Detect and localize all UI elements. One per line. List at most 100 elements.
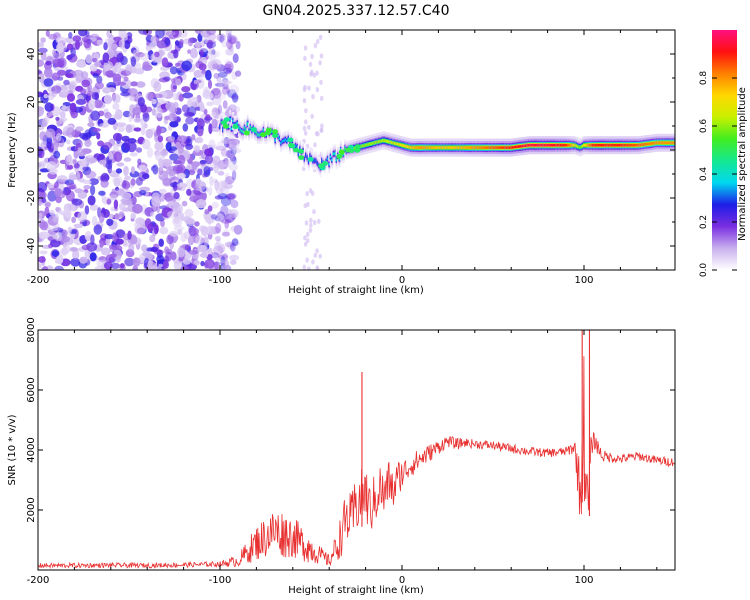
ridge-cell	[230, 127, 233, 131]
ridge-cell	[551, 143, 553, 147]
noise-blob	[215, 213, 225, 222]
noise-blob	[135, 147, 143, 153]
noise-blob	[43, 93, 48, 99]
noise-blob	[115, 122, 127, 127]
ridge-cell	[428, 146, 431, 149]
ridge-cell	[366, 143, 368, 147]
ridge-cell	[555, 143, 558, 147]
noise-blob	[120, 91, 130, 97]
noise-blob	[200, 260, 205, 267]
ridge-cell	[647, 142, 649, 146]
noise-blob	[199, 190, 207, 202]
noise-blob	[181, 200, 188, 207]
noise-blob	[194, 235, 205, 245]
noise-blob	[42, 265, 48, 270]
noise-blob	[154, 141, 164, 151]
noise-blob	[149, 234, 156, 243]
ridge-cell	[487, 146, 489, 149]
noise-blob	[224, 183, 233, 189]
noise-blob	[204, 148, 213, 157]
noise-blob	[138, 171, 147, 182]
ridge-cell	[326, 157, 329, 161]
noise-blob	[313, 252, 318, 258]
noise-blob	[213, 50, 221, 58]
noise-blob	[167, 136, 176, 142]
ridge-cell	[590, 143, 593, 147]
ridge-cell	[546, 143, 549, 147]
noise-blob	[223, 157, 229, 165]
noise-blob	[158, 158, 164, 168]
ridge-cell	[558, 143, 561, 147]
y-tick-label: 8000	[26, 317, 37, 342]
ridge-cell	[673, 141, 675, 145]
colorbar-label: Normalized spectral amplitude	[737, 87, 748, 241]
ridge-cell	[479, 146, 482, 149]
ridge-cell	[389, 140, 392, 144]
noise-blob	[84, 205, 90, 215]
noise-blob	[319, 95, 324, 101]
noise-blob	[65, 155, 73, 166]
noise-blob	[106, 198, 112, 205]
noise-blob	[184, 244, 191, 251]
noise-blob	[302, 86, 307, 92]
ridge-cell	[374, 141, 377, 144]
ridge-cell	[386, 140, 389, 143]
noise-blob	[206, 30, 216, 36]
noise-blob	[44, 206, 50, 217]
noise-blob	[59, 159, 67, 164]
ridge-cell	[588, 143, 591, 147]
noise-blob	[70, 232, 75, 239]
noise-blob	[127, 230, 132, 240]
noise-blob	[230, 225, 238, 232]
noise-blob	[214, 242, 220, 251]
noise-blob	[312, 219, 317, 226]
noise-blob	[150, 246, 159, 253]
ridge-cell	[620, 143, 623, 147]
noise-blob	[188, 96, 199, 103]
ridge-cell	[457, 146, 460, 149]
noise-blob	[177, 172, 186, 179]
ridge-cell	[305, 153, 307, 157]
ridge-spot	[318, 163, 325, 169]
colorbar-tick-label: 0.0	[699, 263, 709, 278]
ridge-cell	[332, 152, 335, 156]
noise-blob	[194, 145, 201, 153]
noise-blob	[223, 228, 230, 236]
noise-blob	[214, 179, 220, 191]
ridge-cell	[440, 146, 443, 149]
noise-blob	[101, 247, 111, 256]
noise-blob	[38, 212, 43, 219]
noise-blob	[211, 144, 217, 149]
ridge-cell	[303, 157, 306, 161]
ridge-cell	[296, 145, 299, 149]
noise-blob	[310, 190, 315, 196]
noise-blob	[142, 251, 151, 257]
noise-blob	[179, 182, 184, 187]
ridge-cell	[604, 143, 607, 147]
noise-blob	[318, 34, 323, 41]
spectrogram-xlabel: Height of straight line (km)	[288, 285, 424, 296]
ridge-cell	[492, 146, 495, 149]
noise-blob	[217, 180, 227, 189]
ridge-cell	[405, 145, 408, 148]
noise-blob	[66, 127, 76, 138]
ridge-cell	[628, 143, 631, 147]
noise-blob	[307, 266, 311, 270]
noise-blob	[38, 256, 46, 263]
noise-blob	[161, 158, 173, 167]
ridge-cell	[537, 143, 540, 147]
noise-blob	[230, 259, 237, 265]
noise-blob	[221, 264, 230, 270]
ridge-cell	[437, 146, 440, 149]
noise-blob	[191, 134, 196, 141]
ridge-spot	[232, 124, 239, 130]
noise-blob	[68, 174, 78, 181]
noise-blob	[61, 85, 69, 96]
ridge-cell	[667, 141, 670, 145]
ridge-cell	[277, 134, 280, 138]
ridge-cell	[607, 143, 610, 147]
noise-blob	[61, 104, 67, 111]
noise-blob	[221, 180, 229, 189]
noise-blob	[129, 152, 138, 157]
